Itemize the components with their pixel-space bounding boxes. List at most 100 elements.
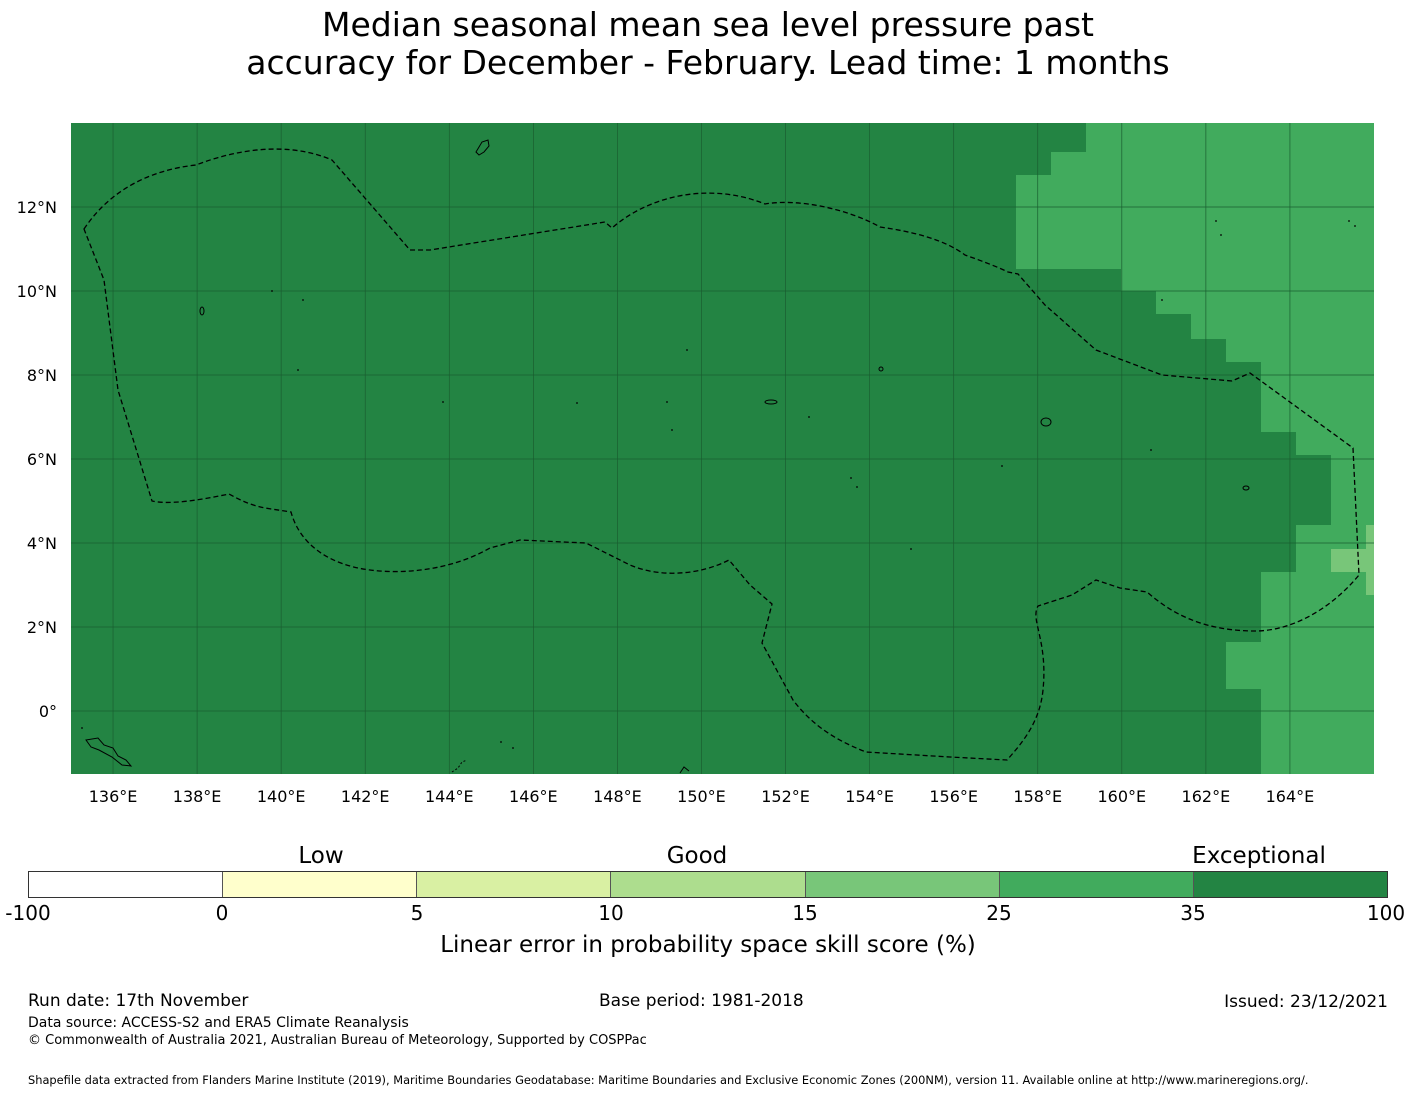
atoll-dot [1150, 449, 1152, 451]
shapefile-credit: Shapefile data extracted from Flanders M… [28, 1073, 1309, 1087]
longitude-label: 152°E [761, 787, 810, 806]
longitude-label: 150°E [677, 787, 726, 806]
longitude-label: 158°E [1013, 787, 1062, 806]
skill-cell-very-good [1261, 362, 1374, 432]
guam-outline [475, 139, 490, 156]
island-outline [679, 766, 690, 774]
skill-cell-very-good [1226, 339, 1374, 362]
run-date: Run date: 17th November [28, 991, 249, 1011]
colorbar-tick: 25 [986, 901, 1012, 925]
atoll-dot [1354, 225, 1356, 227]
eez-boundary [83, 148, 1360, 761]
colorbar-tick: 5 [410, 901, 424, 925]
island-outline [878, 366, 884, 372]
land-outlines [81, 139, 1356, 774]
skill-cell-good [1366, 525, 1374, 595]
latitude-label: 2°N [27, 618, 57, 637]
colorbar-tick: 10 [598, 901, 624, 925]
longitude-label: 136°E [89, 787, 138, 806]
map-gridlines [71, 123, 1374, 774]
colorbar-tick: 100 [1366, 901, 1406, 925]
latitude-label: 6°N [27, 450, 57, 469]
atoll-dot [500, 741, 502, 743]
atoll-dot [1215, 220, 1217, 222]
atoll-dot [666, 401, 668, 403]
issued-date: Issued: 23/12/2021 [1224, 992, 1388, 1012]
longitude-label: 156°E [929, 787, 978, 806]
skill-cell-very-good [1156, 291, 1374, 314]
colorbar-tick: -100 [5, 901, 51, 925]
skill-cell-very-good [1051, 152, 1374, 175]
longitude-label: 148°E [593, 787, 642, 806]
longitude-label: 146°E [509, 787, 558, 806]
colorbar-segment [29, 872, 224, 897]
longitude-labels: 136°E 138°E 140°E 142°E 144°E 146°E 148°E 150°E… [89, 787, 1315, 806]
longitude-label: 154°E [845, 787, 894, 806]
longitude-label: 142°E [341, 787, 390, 806]
longitude-label: 144°E [425, 787, 474, 806]
atoll-dot [302, 299, 304, 301]
colorbar-tick: 15 [792, 901, 818, 925]
legend-category-exceptional: Exceptional [1192, 843, 1326, 869]
colorbar-label: Linear error in probability space skill … [440, 932, 976, 958]
longitude-label: 138°E [173, 787, 222, 806]
latitude-label: 12°N [17, 198, 57, 217]
colorbar-tick: 35 [1180, 901, 1206, 925]
atoll-dot [1348, 220, 1350, 222]
atoll-dot [1220, 234, 1222, 236]
skill-cells [71, 123, 1374, 774]
longitude-label: 160°E [1097, 787, 1146, 806]
copyright: © Commonwealth of Australia 2021, Austra… [28, 1033, 647, 1048]
latitude-label: 8°N [27, 366, 57, 385]
latitude-label: 4°N [27, 534, 57, 553]
skill-cell-very-good [1261, 572, 1374, 642]
longitude-label: 164°E [1266, 787, 1315, 806]
atoll-dot [910, 548, 912, 550]
latitude-labels: 12°N 10°N 8°N 6°N 4°N 2°N 0° [17, 198, 57, 721]
base-period: Base period: 1981-2018 [599, 991, 804, 1011]
atoll-dot [1001, 465, 1003, 467]
skill-cell-very-good [1191, 314, 1374, 339]
skill-cell-very-good [1331, 455, 1374, 525]
chuuk-outline [764, 399, 778, 405]
atoll-dot [856, 486, 858, 488]
atoll-dot [81, 727, 83, 729]
colorbar-segment [611, 872, 806, 897]
title-line-2: accuracy for December - February. Lead t… [246, 43, 1170, 82]
colorbar-segment [417, 872, 612, 897]
atoll-dot [442, 401, 444, 403]
atoll-dot [297, 369, 299, 371]
atoll-dot [1161, 299, 1163, 301]
colorbar-tick: 0 [215, 901, 229, 925]
atoll-dot [850, 477, 852, 479]
eez-boundary-line [83, 148, 1360, 761]
island-outline [451, 759, 468, 773]
chart-title: Median seasonal mean sea level pressure … [0, 6, 1416, 82]
skill-cell-very-good [1086, 123, 1374, 152]
kosrae-outline [1242, 485, 1250, 491]
latitude-label: 10°N [17, 282, 57, 301]
palau-outline [85, 737, 133, 767]
atoll-dot [271, 290, 273, 292]
skill-cell-very-good [1016, 175, 1374, 269]
longitude-label: 162°E [1182, 787, 1231, 806]
skill-cell-very-good [1121, 269, 1374, 291]
colorbar [28, 871, 1388, 898]
atoll-dot [686, 349, 688, 351]
pohnpei-outline [1040, 417, 1052, 427]
colorbar-segment [1193, 872, 1387, 897]
title-line-1: Median seasonal mean sea level pressure … [322, 5, 1094, 44]
latitude-label: 0° [39, 702, 57, 721]
atoll-dot [671, 429, 673, 431]
atoll-dot [808, 416, 810, 418]
data-source: Data source: ACCESS-S2 and ERA5 Climate … [28, 1015, 409, 1031]
colorbar-segment [999, 872, 1194, 897]
skill-cell-good [1331, 549, 1374, 572]
colorbar-segment [805, 872, 1000, 897]
atoll-dot [576, 402, 578, 404]
atoll-dot [512, 747, 514, 749]
skill-cell-very-good [1226, 642, 1374, 689]
legend-category-good: Good [666, 843, 728, 869]
yap-outline [199, 306, 205, 316]
skill-map: 12°N 10°N 8°N 6°N 4°N 2°N 0° 136°E 138°E 140°E 14… [17, 123, 1374, 806]
